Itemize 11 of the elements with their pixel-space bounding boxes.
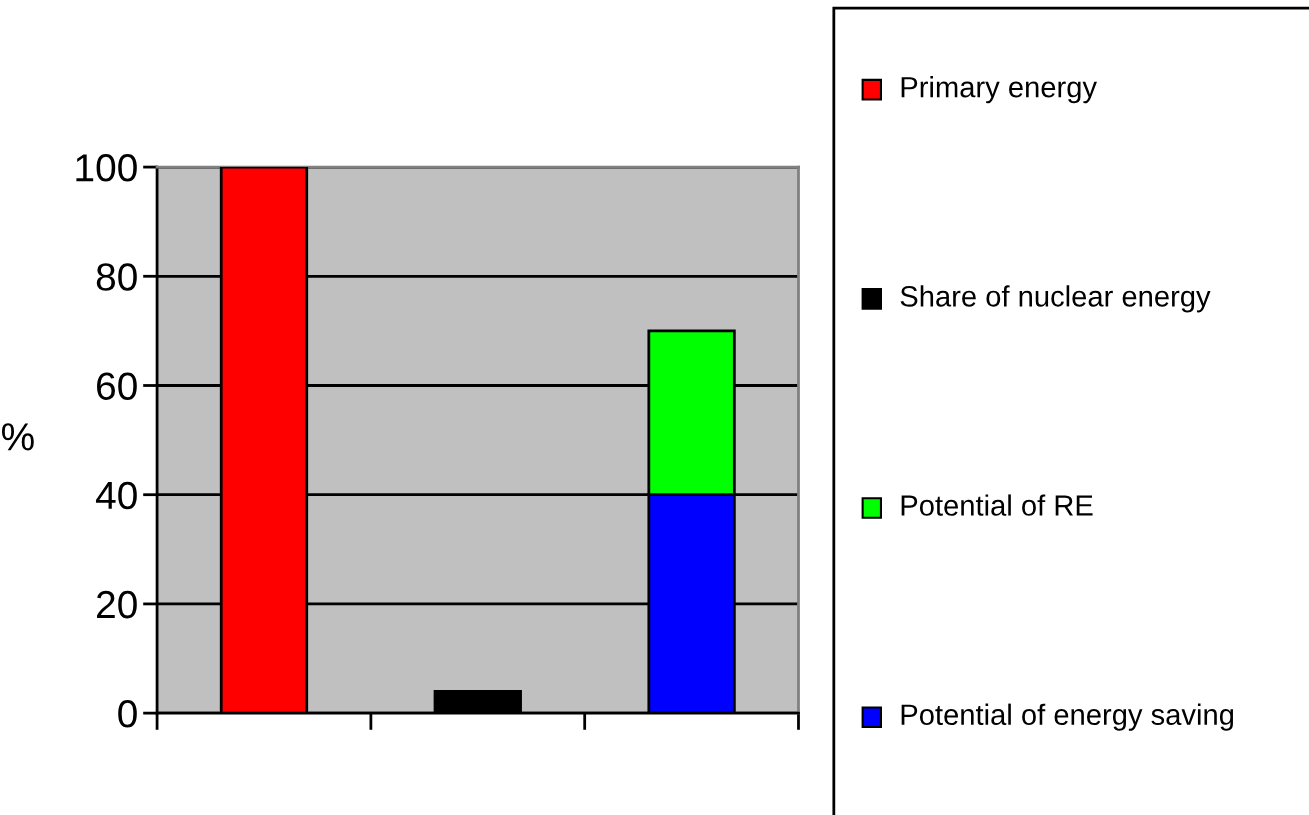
y-tick-label: 100 bbox=[76, 154, 137, 182]
legend-label: Primary energy bbox=[901, 76, 1097, 104]
y-tick-label: 40 bbox=[95, 481, 137, 510]
legend-label: Share of nuclear energy bbox=[900, 285, 1211, 313]
y-axis-title: % bbox=[1, 423, 34, 451]
y-tick-label: 20 bbox=[97, 590, 137, 619]
y-tick-label: 80 bbox=[96, 263, 137, 291]
legend-label: Potential of RE bbox=[901, 494, 1093, 516]
legend-label: Potential of energy saving bbox=[901, 703, 1234, 731]
y-tick-label: 60 bbox=[97, 372, 137, 400]
y-tick-label: 0 bbox=[118, 700, 137, 728]
